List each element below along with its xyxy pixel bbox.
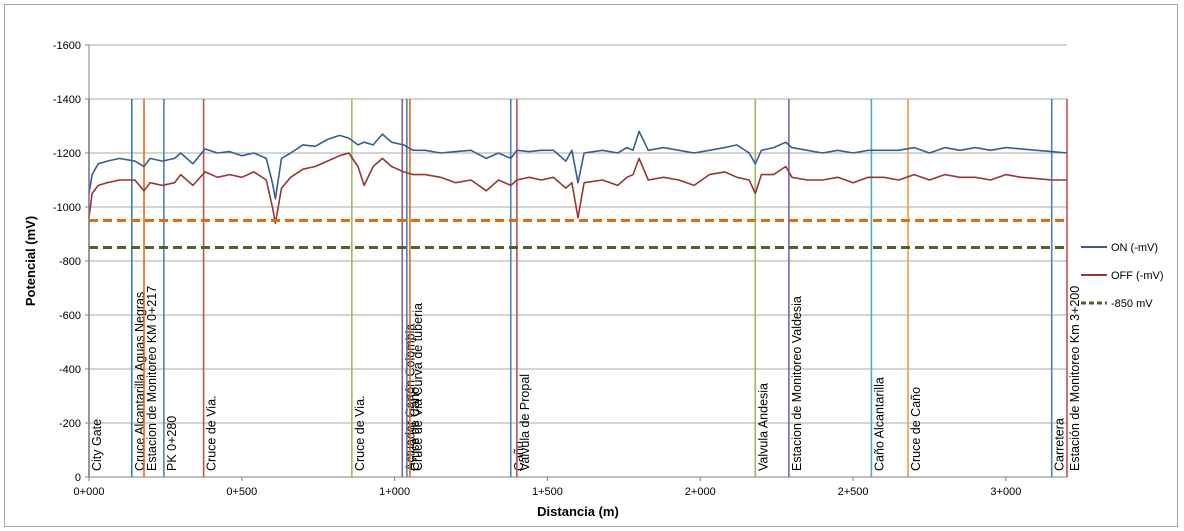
y-tick-label: -1000 — [53, 202, 81, 214]
potential-profile-chart: City Gate Cruce Alcantarilla Aguas Negras… — [23, 40, 1164, 519]
event-label: Carretera — [1053, 418, 1067, 471]
y-tick-label: -1600 — [53, 40, 81, 52]
axes: 0 -200 -400 -600 -800 -1000 -1200 -1400 -1600 0+0… — [53, 40, 1067, 498]
y-tick-label: -600 — [59, 310, 81, 322]
x-tick-label: 0+000 — [74, 486, 105, 498]
event-label: Cruce de Via Curva de tuberia — [411, 303, 425, 471]
x-tick-label: 1+000 — [379, 486, 410, 498]
event-label: Cruce de Caño — [909, 387, 923, 471]
y-tick-label: 0 — [75, 472, 81, 484]
event-label: Estación de Monitoreo Km 3+200 — [1068, 286, 1082, 471]
y-tick-label: -400 — [59, 364, 81, 376]
series-line-1 — [88, 152, 1067, 224]
event-label: PK 0+280 — [165, 416, 179, 471]
y-tick-label: -200 — [59, 418, 81, 430]
x-tick-label: 2+500 — [838, 486, 869, 498]
event-markers: City Gate Cruce Alcantarilla Aguas Negras… — [88, 99, 1082, 477]
event-label: Cruce de Caño — [408, 387, 422, 471]
y-tick-label: -1200 — [53, 148, 81, 160]
event-label: Estacion de Monitoreo KM 0+217 — [145, 286, 159, 471]
x-tick-label: 3+000 — [990, 486, 1021, 498]
event-label: Valvula de Propal — [518, 374, 532, 471]
y-tick-label: -1400 — [53, 94, 81, 106]
legend-label: ON (-mV) — [1111, 242, 1158, 254]
x-tick-label: 0+500 — [226, 486, 257, 498]
event-label: City Gate — [90, 419, 104, 471]
y-tick-label: -800 — [59, 256, 81, 268]
event-label: Estacion de Monitoreo Valdesia — [790, 296, 804, 471]
event-label: Cruce de Via. — [205, 395, 219, 471]
x-axis-title: Distancia (m) — [537, 504, 619, 519]
series-lines — [88, 130, 1068, 249]
x-tick-label: 2+000 — [685, 486, 716, 498]
event-label: Valvula Andesia — [756, 383, 770, 471]
event-label: Caño — [512, 441, 526, 471]
legend: ON (-mV) OFF (-mV) -850 mV — [1081, 242, 1164, 310]
event-label: Caño Alcantarilla — [872, 377, 886, 471]
event-label: Cruce de Via. — [353, 395, 367, 471]
y-axis-title: Potencial (mV) — [23, 216, 38, 306]
legend-label: OFF (-mV) — [1111, 270, 1164, 282]
chart-frame: City Gate Cruce Alcantarilla Aguas Negras… — [4, 4, 1178, 527]
legend-label: -850 mV — [1111, 298, 1153, 310]
series-line-0 — [88, 130, 1068, 200]
x-tick-label: 1+500 — [532, 486, 563, 498]
